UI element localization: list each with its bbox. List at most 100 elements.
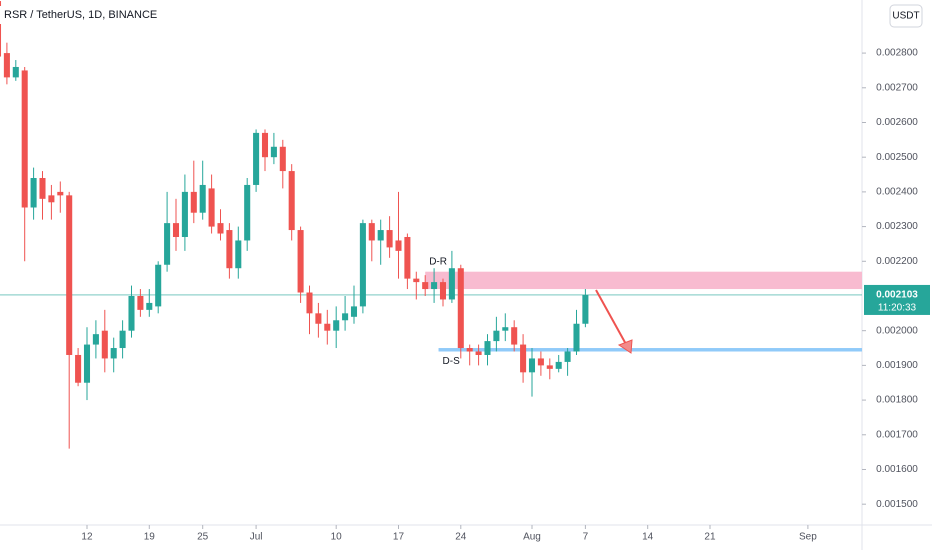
x-tick-label: Jul	[250, 532, 263, 543]
candle-body	[466, 348, 473, 352]
x-tick-label: 12	[81, 532, 93, 543]
candle-body	[493, 330, 500, 342]
candle-body	[119, 330, 126, 349]
arrow	[595, 289, 633, 354]
candle-body	[146, 302, 153, 310]
candle-body	[546, 365, 553, 369]
candle-body	[448, 268, 455, 300]
candle-body	[75, 354, 82, 383]
candle-body	[555, 361, 562, 369]
candle-body	[315, 313, 322, 324]
candle-body	[235, 240, 242, 269]
candle-body	[12, 66, 19, 78]
countdown-label: 11:20:33	[878, 303, 917, 314]
candle-body	[21, 70, 28, 208]
candle-body	[395, 240, 402, 251]
candle-body	[39, 178, 46, 199]
currency-label[interactable]: USDT	[892, 11, 919, 22]
candle-body	[30, 178, 37, 208]
candle-body	[537, 358, 544, 366]
y-tick-label: 0.001600	[876, 464, 918, 475]
candle-body	[279, 146, 286, 172]
candle-body	[155, 264, 162, 307]
candle-body	[48, 195, 55, 203]
candle-body	[253, 132, 260, 185]
candle-body	[306, 292, 313, 314]
zone-label: D-S	[443, 356, 461, 367]
candle-body	[164, 223, 171, 265]
x-tick-label: 25	[197, 532, 209, 543]
y-tick-label: 0.001800	[876, 395, 918, 406]
candle-body	[110, 348, 117, 359]
candle-body	[386, 230, 393, 248]
candle-body	[582, 294, 589, 324]
candle-body	[431, 282, 438, 290]
y-tick-label: 0.001700	[876, 429, 918, 440]
candle-body	[359, 223, 366, 307]
currency-button[interactable]	[889, 4, 923, 28]
candle-body	[190, 191, 197, 213]
candle-body	[422, 282, 429, 290]
candle-body	[101, 330, 108, 359]
zone	[425, 271, 862, 290]
candle-body	[404, 236, 411, 279]
candle-body	[57, 191, 64, 196]
x-tick-label: 21	[704, 532, 716, 543]
x-tick-label: 7	[583, 532, 589, 543]
candle-body	[137, 295, 144, 310]
candle-body	[511, 327, 518, 345]
y-tick-label: 0.002300	[876, 221, 918, 232]
candle-body	[297, 230, 304, 293]
candle-body	[181, 191, 188, 237]
y-tick-label: 0.002500	[876, 152, 918, 163]
candle-body	[368, 223, 375, 241]
candle-body	[502, 327, 509, 331]
x-tick-label: Sep	[799, 532, 817, 543]
candle-body	[208, 188, 215, 227]
candle-body	[0, 1, 2, 57]
candle-body	[261, 132, 269, 158]
zone-label: D-R	[429, 256, 447, 267]
y-tick-label: 0.002600	[876, 117, 918, 128]
y-tick-label: 0.001900	[876, 360, 918, 371]
y-tick-label: 0.002400	[876, 187, 918, 198]
y-tick-label: 0.001500	[876, 499, 918, 510]
x-tick-label: 24	[455, 532, 467, 543]
candle-body	[217, 223, 224, 234]
candle-body	[270, 146, 277, 158]
candle-body	[457, 268, 464, 349]
candle-body	[244, 184, 251, 241]
x-tick-label: 14	[642, 532, 654, 543]
candle-body	[528, 358, 536, 373]
candle-body	[324, 323, 331, 331]
candle-body	[226, 230, 233, 269]
candle-body	[333, 320, 340, 331]
candle-body	[484, 341, 491, 355]
candle-body	[413, 278, 420, 283]
y-tick-label: 0.002200	[876, 256, 918, 267]
candle-body	[475, 351, 482, 355]
candle-body	[520, 344, 527, 373]
candle-body	[564, 351, 571, 362]
candle-body	[83, 344, 91, 383]
x-tick-label: 17	[393, 532, 405, 543]
chart-title: RSR / TetherUS, 1D, BINANCE	[4, 9, 157, 21]
candle-body	[377, 230, 384, 241]
candle-body	[350, 306, 358, 317]
candle-body	[199, 184, 206, 213]
y-tick-label: 0.002700	[876, 82, 918, 93]
candle-body	[128, 295, 135, 331]
candle-body	[288, 171, 295, 231]
last-price-label: 0.002103	[876, 290, 918, 301]
x-tick-label: 19	[144, 532, 156, 543]
candle-body	[3, 53, 10, 78]
title-bg	[0, 6, 170, 24]
zone	[438, 348, 862, 352]
y-tick-label: 0.002800	[876, 48, 918, 59]
y-tick-label: 0.002000	[876, 325, 918, 336]
candle-body	[172, 223, 180, 237]
x-tick-label: 10	[331, 532, 343, 543]
candle-body	[573, 323, 580, 352]
